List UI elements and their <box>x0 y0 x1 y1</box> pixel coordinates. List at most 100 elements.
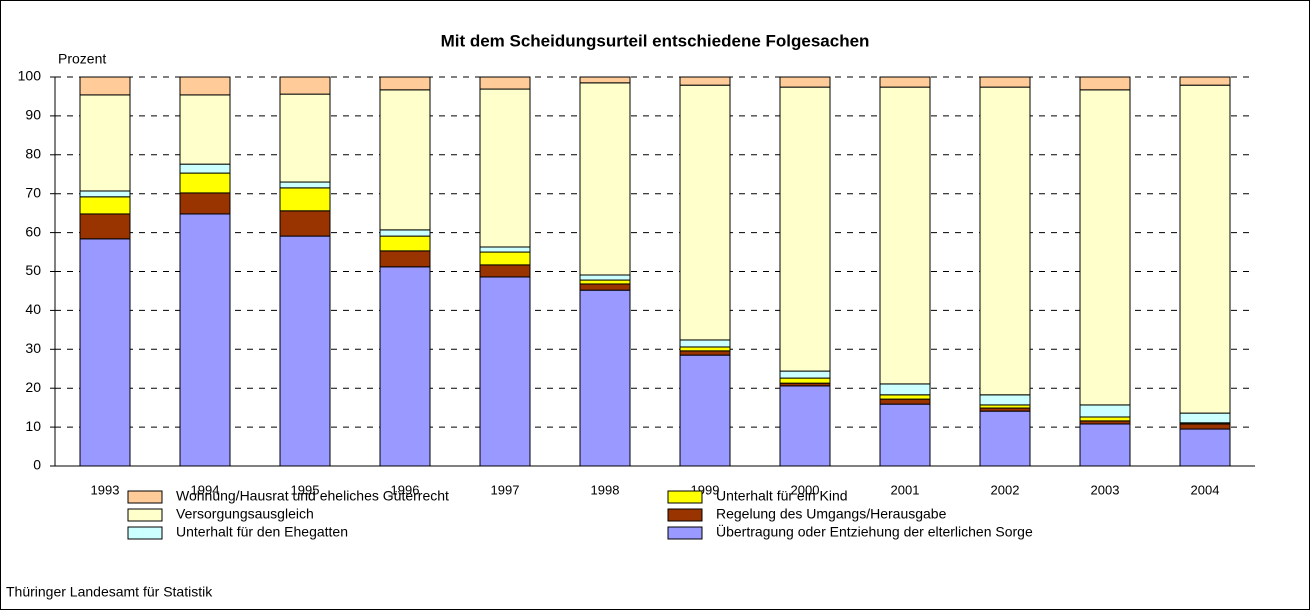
bar-segment <box>579 283 631 291</box>
legend-swatch <box>667 508 703 522</box>
bar-segment <box>679 350 731 356</box>
y-tick-label: 10 <box>25 418 41 434</box>
bar-segment <box>479 276 531 467</box>
bar-segment <box>1179 84 1231 414</box>
legend-label: Übertragung oder Entziehung der elterlic… <box>716 523 1033 540</box>
x-tick-label: 2002 <box>991 482 1020 497</box>
legend-swatch <box>127 490 163 504</box>
bar-segment <box>1179 412 1231 424</box>
bar-segment <box>779 86 831 372</box>
bar-segment <box>79 196 131 215</box>
y-axis-label: Prozent <box>58 51 106 67</box>
bar-segment <box>879 398 931 405</box>
y-tick-label: 50 <box>25 262 41 278</box>
x-tick-label: 2004 <box>1191 482 1220 497</box>
bar-segment <box>79 213 131 240</box>
x-tick-label: 2000 <box>791 482 820 497</box>
bar-segment <box>279 210 331 237</box>
y-tick-label: 60 <box>25 223 41 239</box>
bar-segment <box>879 86 931 385</box>
legend-swatch <box>127 508 163 522</box>
bar-segment <box>1079 423 1131 467</box>
bar-segment <box>179 94 231 165</box>
source: Thüringer Landesamt für Statistik <box>6 584 213 600</box>
bar-segment <box>479 88 531 248</box>
bar-segment <box>579 76 631 84</box>
bar-segment <box>979 410 1031 467</box>
x-tick-label: 1997 <box>491 482 520 497</box>
bar-segment <box>979 86 1031 396</box>
bar-segment <box>679 76 731 86</box>
bar-segment <box>1079 76 1131 91</box>
bar-segment <box>579 82 631 276</box>
bar-segment <box>79 190 131 198</box>
x-tick-label: 1993 <box>91 482 120 497</box>
bar-segment <box>879 383 931 396</box>
bar-segment <box>1079 416 1131 422</box>
bar-segment <box>279 76 331 95</box>
bar-segment <box>379 266 431 467</box>
bar-segment <box>379 235 431 252</box>
bar-segment <box>379 229 431 237</box>
bar-segment <box>679 84 731 341</box>
bar-segment <box>1179 423 1231 430</box>
x-tick-label: 1998 <box>591 482 620 497</box>
bar-segment <box>479 251 531 266</box>
bar-segment <box>1079 404 1131 418</box>
bar-segment <box>79 238 131 467</box>
y-tick-label: 90 <box>25 107 41 123</box>
bar-segment <box>979 394 1031 406</box>
bar-segment <box>479 246 531 253</box>
y-tick-label: 70 <box>25 184 41 200</box>
bar-segment <box>279 235 331 467</box>
bar-segment <box>779 377 831 384</box>
legend-swatch <box>667 490 703 504</box>
bar-segment <box>179 192 231 215</box>
legend-label: Unterhalt für den Ehegatten <box>176 524 348 540</box>
bar-segment <box>879 76 931 88</box>
bar-segment <box>879 394 931 400</box>
bar-segment <box>479 76 531 90</box>
bar-segment <box>379 250 431 268</box>
legend-label: Versorgungsausgleich <box>176 506 314 522</box>
y-tick-label: 20 <box>25 379 41 395</box>
y-tick-label: 0 <box>33 457 41 473</box>
bar-segment <box>879 403 931 467</box>
bar-segment <box>279 187 331 212</box>
bar-segment <box>679 354 731 467</box>
bar-segment <box>379 89 431 231</box>
bar-segment <box>1079 89 1131 406</box>
bar-segment <box>679 339 731 348</box>
bar-segment <box>379 76 431 91</box>
bar-segment <box>179 163 231 174</box>
x-tick-label: 1995 <box>291 482 320 497</box>
legend-label: Wohnung/Hausrat und eheliches Güterrecht <box>176 488 449 504</box>
x-tick-label: 2001 <box>891 482 920 497</box>
y-tick-label: 100 <box>18 68 42 84</box>
bar-segment <box>579 279 631 285</box>
bar-segment <box>679 346 731 352</box>
bar-segment <box>279 181 331 189</box>
bar-segment <box>179 172 231 194</box>
x-tick-label: 1994 <box>191 482 220 497</box>
bar-segment <box>279 93 331 183</box>
y-tick-label: 40 <box>25 301 41 317</box>
legend-label: Regelung des Umgangs/Herausgabe <box>716 506 947 522</box>
bar-segment <box>479 264 531 278</box>
bar-segment <box>979 76 1031 88</box>
bar-segment <box>779 370 831 379</box>
legend-swatch <box>667 526 703 540</box>
bar-segment <box>779 385 831 467</box>
y-tick-label: 80 <box>25 146 41 162</box>
bar-segment <box>79 76 131 96</box>
bar-segment <box>1179 428 1231 467</box>
chart-title: Mit dem Scheidungsurteil entschiedene Fo… <box>441 31 870 50</box>
legend-label: Unterhalt für ein Kind <box>716 488 848 504</box>
y-tick-label: 30 <box>25 340 41 356</box>
legend-swatch <box>127 526 163 540</box>
bar-segment <box>579 274 631 281</box>
bar-segment <box>179 76 231 96</box>
x-tick-label: 1996 <box>391 482 420 497</box>
x-tick-label: 2003 <box>1091 482 1120 497</box>
